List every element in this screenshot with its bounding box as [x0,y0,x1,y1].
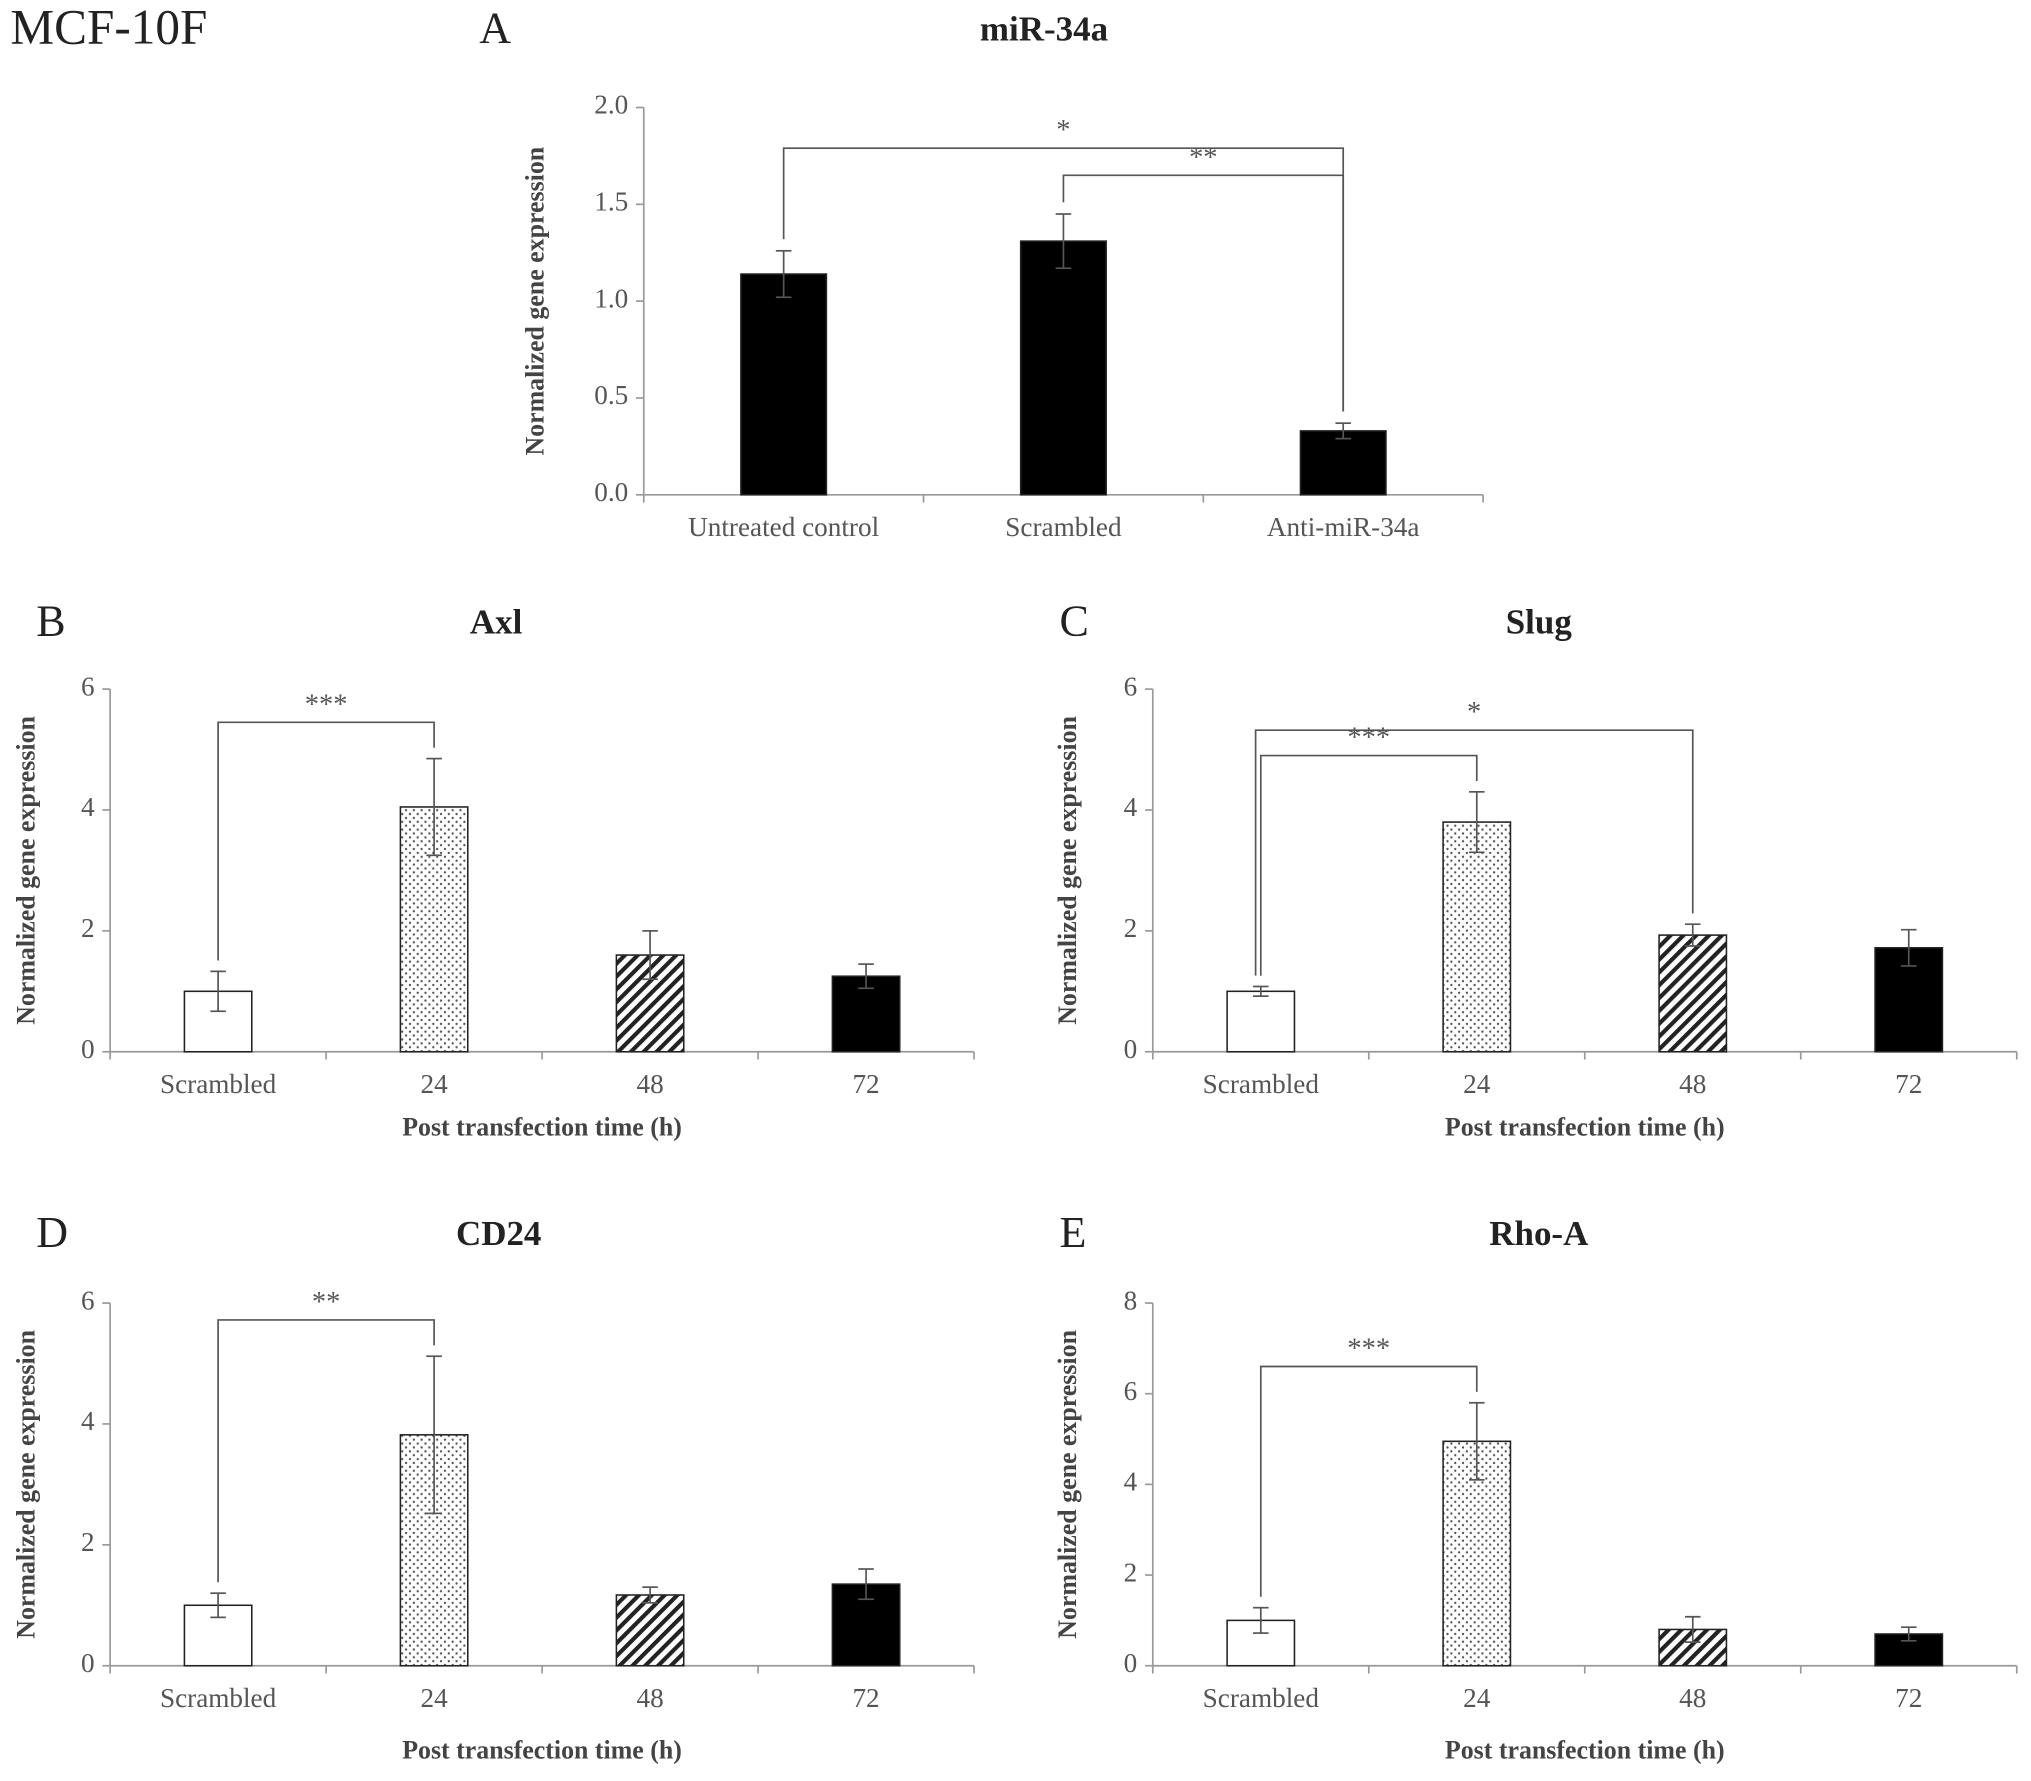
y-tick-label: 6 [1124,1376,1138,1406]
x-tick-label: 72 [1895,1069,1922,1099]
y-tick-label: 4 [1124,792,1138,822]
y-tick-label: 0.0 [594,477,628,507]
significance-label: *** [1347,1334,1390,1365]
x-tick-label: 72 [852,1683,879,1713]
y-tick-label: 6 [81,671,95,701]
bar [1658,934,1728,1053]
y-tick-label: 2 [1124,1557,1138,1587]
x-tick-label: Scrambled [160,1069,277,1099]
y-tick-label: 6 [81,1285,95,1315]
significance-label: ** [1189,142,1217,173]
x-tick-label: Scrambled [1203,1069,1320,1099]
significance-bracket [217,721,435,961]
bar [183,990,253,1053]
y-axis-label: Normalized gene expression [11,1330,40,1639]
y-tick-label: 4 [81,1406,95,1436]
x-tick-label: 72 [852,1069,879,1099]
significance-bracket [782,147,1345,412]
x-tick-label: 24 [420,1683,448,1713]
bar [740,273,828,496]
x-axis-label: Post transfection time (h) [402,1112,682,1141]
bar [1226,990,1296,1053]
y-axis-label: Normalized gene expression [1053,716,1082,1025]
x-tick-label: 24 [1463,1683,1491,1713]
x-tick-label: Untreated control [688,512,879,542]
panel-letter: C [1060,597,1089,646]
y-tick-label: 1.0 [594,283,628,313]
y-tick-label: 0 [81,1648,95,1678]
y-axis-label: Normalized gene expression [1053,1330,1082,1639]
x-axis-label: Post transfection time (h) [1445,1112,1725,1141]
y-tick-label: 2 [81,1527,95,1557]
chart-title: CD24 [456,1214,541,1253]
x-tick-label: 24 [420,1069,448,1099]
y-tick-label: 2 [1124,913,1138,943]
x-tick-label: Scrambled [1203,1683,1320,1713]
x-axis-label: Post transfection time (h) [402,1735,682,1764]
x-tick-label: Scrambled [160,1683,277,1713]
y-tick-label: 0.5 [594,380,628,410]
x-tick-label: Scrambled [1005,512,1122,542]
y-tick-label: 0 [1124,1648,1138,1678]
chart-title: miR-34a [980,9,1108,48]
panel-letter: B [36,597,65,646]
y-tick-label: 1.5 [594,187,628,217]
panel-letter: A [479,3,511,52]
y-tick-label: 4 [81,792,95,822]
bar [1019,240,1107,496]
panel-letter: D [36,1208,68,1257]
y-tick-label: 2 [81,913,95,943]
x-tick-label: Anti-miR-34a [1267,512,1420,542]
x-tick-label: 72 [1895,1683,1922,1713]
significance-bracket [1259,754,1478,976]
x-tick-label: 24 [1463,1069,1491,1099]
significance-label: *** [1347,723,1390,754]
x-tick-label: 48 [1679,1683,1706,1713]
x-tick-label: 48 [1679,1069,1706,1099]
chart-title: Slug [1506,603,1573,642]
y-tick-label: 4 [1124,1467,1138,1497]
panel-letter: E [1060,1208,1087,1257]
bar [1442,821,1512,1053]
y-tick-label: 2.0 [594,90,628,120]
y-axis-label: Normalized gene expression [520,147,549,456]
significance-bracket [217,1319,435,1583]
y-tick-label: 0 [1124,1034,1138,1064]
x-tick-label: 48 [636,1069,663,1099]
y-tick-label: 8 [1124,1285,1138,1315]
significance-bracket [1259,1365,1478,1597]
y-tick-label: 0 [81,1034,95,1064]
figure-label: MCF-10F [10,0,207,55]
bar [615,1594,685,1667]
bar [1226,1619,1296,1667]
significance-label: ** [312,1287,340,1318]
significance-label: *** [305,689,348,720]
significance-bracket [1254,729,1694,976]
chart-title: Rho-A [1489,1214,1588,1253]
x-tick-label: 48 [636,1683,663,1713]
x-axis-label: Post transfection time (h) [1445,1735,1725,1764]
chart-title: Axl [470,603,523,642]
y-axis-label: Normalized gene expression [11,716,40,1025]
significance-label: * [1467,697,1481,728]
y-tick-label: 6 [1124,671,1138,701]
bar [1299,430,1387,496]
significance-label: * [1056,115,1070,146]
